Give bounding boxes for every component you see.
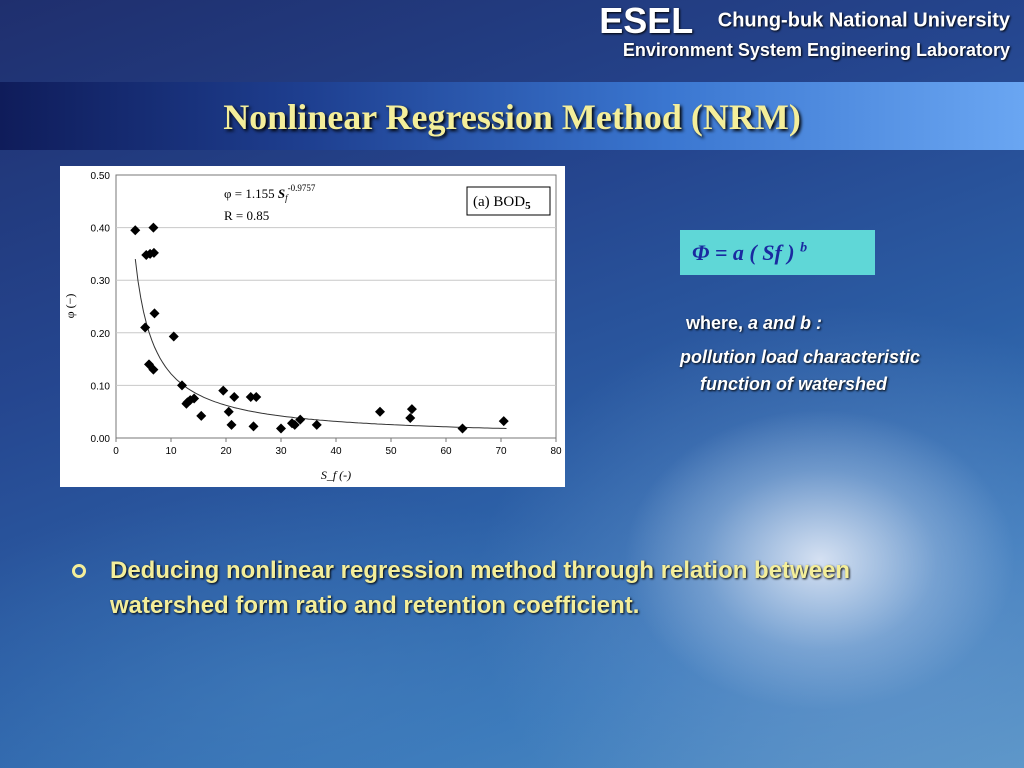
header: ESEL Chung-buk National University Envir… bbox=[599, 0, 1010, 61]
data-point bbox=[218, 385, 229, 396]
y-tick-label: 0.10 bbox=[91, 381, 111, 392]
description-line-1: pollution load characteristic bbox=[680, 347, 921, 367]
data-points bbox=[130, 222, 509, 434]
data-point bbox=[196, 410, 207, 421]
plot-area bbox=[115, 174, 557, 439]
y-tick-label: 0.00 bbox=[91, 434, 111, 445]
data-point bbox=[189, 393, 200, 404]
r-value-label: R = 0.85 bbox=[224, 208, 269, 223]
x-tick-label: 30 bbox=[275, 446, 287, 457]
bullet-point: Deducing nonlinear regression method thr… bbox=[72, 553, 892, 623]
x-tick-label: 20 bbox=[220, 446, 232, 457]
x-tick-label: 70 bbox=[495, 446, 507, 457]
data-point bbox=[181, 398, 192, 409]
y-tick-label: 0.40 bbox=[91, 224, 111, 235]
where-variables: a and b : bbox=[748, 313, 823, 333]
fit-curve bbox=[134, 259, 507, 429]
data-point bbox=[177, 380, 187, 391]
data-point bbox=[276, 423, 286, 434]
panel-label-box bbox=[466, 186, 551, 216]
x-tick-label: 40 bbox=[330, 446, 342, 457]
x-tick-label: 80 bbox=[550, 446, 562, 457]
data-point bbox=[498, 416, 509, 427]
data-point bbox=[457, 423, 468, 434]
description-line-2: function of watershed bbox=[700, 374, 888, 394]
data-point bbox=[140, 322, 151, 333]
data-point bbox=[130, 225, 141, 236]
data-point bbox=[148, 364, 159, 375]
lab-acronym: ESEL bbox=[599, 0, 694, 41]
equation-label: φ = 1.155 Sf-0.9757 bbox=[224, 183, 316, 203]
x-tick-label: 60 bbox=[440, 446, 452, 457]
x-tick-labels: 0 10 20 30 40 50 60 70 80 bbox=[113, 438, 562, 457]
data-point bbox=[295, 414, 306, 425]
scatter-chart: 0.00 0.10 0.20 0.30 0.40 0.50 0 10 20 30 40 50 60 70… bbox=[63, 171, 562, 482]
x-tick-label: 10 bbox=[165, 446, 177, 457]
university-name: Chung-buk National University bbox=[717, 9, 1010, 32]
data-point bbox=[251, 391, 262, 402]
data-point bbox=[248, 421, 259, 432]
chart-panel: 0.00 0.10 0.20 0.30 0.40 0.50 0 10 20 30 40 50 60 70… bbox=[60, 166, 565, 487]
data-point bbox=[406, 404, 417, 415]
data-point bbox=[148, 222, 159, 233]
data-point bbox=[149, 308, 160, 319]
formula-text: Φ = a ( Sf ) bbox=[692, 240, 801, 265]
data-point bbox=[289, 419, 300, 430]
data-point bbox=[226, 419, 237, 430]
grid bbox=[116, 227, 556, 386]
x-axis-label: S_f (-) bbox=[321, 468, 351, 482]
y-tick-label: 0.50 bbox=[91, 171, 111, 182]
where-prefix: where, bbox=[686, 313, 749, 333]
variable-description: pollution load characteristic function o… bbox=[680, 344, 920, 398]
where-label: where, a and b : bbox=[686, 313, 822, 334]
data-point bbox=[223, 406, 234, 417]
bullet-icon bbox=[72, 564, 86, 578]
x-tick-label: 50 bbox=[385, 446, 397, 457]
title-bar: Nonlinear Regression Method (NRM) bbox=[0, 82, 1024, 150]
bullet-text: Deducing nonlinear regression method thr… bbox=[110, 557, 851, 619]
y-tick-labels: 0.00 0.10 0.20 0.30 0.40 0.50 bbox=[91, 171, 111, 445]
data-point bbox=[245, 391, 256, 402]
data-point bbox=[148, 247, 159, 258]
slide-title: Nonlinear Regression Method (NRM) bbox=[223, 97, 801, 137]
formula-exponent: b bbox=[800, 240, 808, 256]
panel-label: (a) BOD5 bbox=[473, 194, 531, 212]
data-point bbox=[375, 406, 385, 417]
x-tick-label: 0 bbox=[113, 446, 119, 457]
y-tick-label: 0.30 bbox=[91, 276, 111, 287]
lab-name: Environment System Engineering Laborator… bbox=[622, 40, 1010, 60]
y-axis-label: φ (−) bbox=[63, 294, 77, 319]
data-point bbox=[311, 419, 322, 430]
data-point bbox=[229, 391, 240, 402]
data-point bbox=[168, 331, 179, 342]
data-point bbox=[405, 413, 416, 424]
formula-box: Φ = a ( Sf ) b bbox=[680, 230, 875, 275]
y-tick-label: 0.20 bbox=[91, 329, 111, 340]
